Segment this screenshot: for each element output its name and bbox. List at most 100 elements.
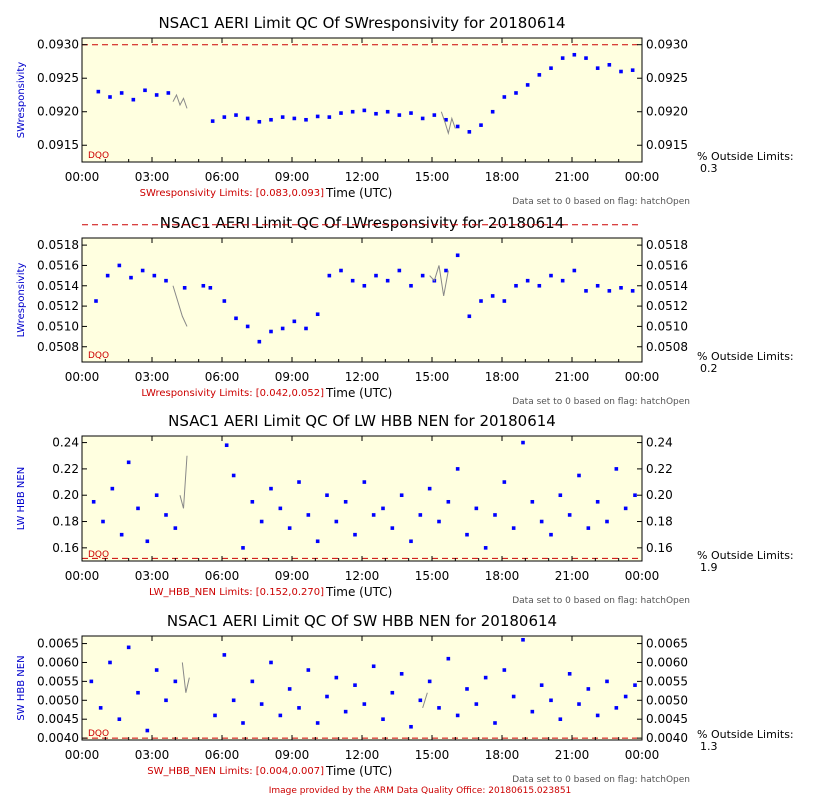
- data-point: [479, 123, 483, 127]
- x-tick-label: 21:00: [555, 569, 590, 583]
- data-point: [245, 324, 250, 329]
- data-point: [222, 115, 227, 119]
- data-point: [607, 63, 612, 67]
- pct-outside-value: 0.2: [700, 362, 718, 375]
- data-point: [437, 519, 441, 524]
- x-tick-label: 12:00: [345, 170, 380, 184]
- x-axis-label: Time (UTC): [325, 186, 392, 200]
- data-point: [362, 480, 367, 484]
- data-point: [152, 273, 157, 278]
- data-point: [511, 694, 516, 699]
- pct-outside-label: % Outside Limits:: [697, 549, 794, 562]
- pct-outside-value: 1.9: [700, 561, 718, 574]
- data-point: [362, 108, 367, 113]
- data-point: [409, 283, 413, 288]
- plot-area: [81, 435, 643, 562]
- chart-panel-4: NSAC1 AERI Limit QC Of SW HBB NEN for 20…: [16, 612, 794, 785]
- data-point: [269, 486, 273, 491]
- y-axis-label: LWresponsivity: [16, 263, 27, 338]
- data-point: [231, 698, 236, 703]
- y-tick-label-right: 0.0915: [646, 138, 688, 152]
- data-point: [586, 526, 591, 530]
- dqo-label: DQO: [88, 729, 109, 739]
- data-point: [446, 656, 451, 661]
- x-tick-label: 09:00: [275, 370, 310, 384]
- data-point: [549, 532, 553, 537]
- data-point: [96, 89, 101, 94]
- flag-note: Data set to 0 based on flag: hatchOpen: [512, 397, 690, 407]
- data-point: [143, 88, 147, 93]
- data-point: [110, 486, 115, 491]
- data-point: [350, 278, 355, 283]
- data-point: [164, 513, 168, 517]
- data-point: [339, 111, 343, 115]
- data-point: [105, 273, 110, 278]
- data-point: [119, 91, 124, 95]
- x-tick-label: 09:00: [275, 170, 310, 184]
- data-point: [397, 268, 402, 273]
- y-tick-label-right: 0.0065: [646, 637, 688, 651]
- data-point: [560, 278, 565, 283]
- data-point: [353, 683, 357, 687]
- data-point: [129, 275, 133, 280]
- data-point: [399, 493, 404, 498]
- data-point: [409, 111, 413, 115]
- flag-note: Data set to 0 based on flag: hatchOpen: [512, 197, 690, 207]
- x-tick-label: 06:00: [205, 569, 240, 583]
- data-point: [525, 278, 530, 283]
- y-tick-label-right: 0.20: [646, 488, 673, 502]
- y-tick-label: 0.0915: [37, 138, 79, 152]
- data-point: [502, 95, 507, 99]
- x-tick-label: 06:00: [205, 370, 240, 384]
- x-axis-label: Time (UTC): [325, 386, 392, 400]
- y-tick-label-right: 0.0060: [646, 655, 688, 669]
- data-point: [108, 660, 112, 665]
- data-point: [119, 532, 124, 537]
- flagged-line: [179, 455, 188, 509]
- data-point: [297, 706, 301, 710]
- data-point: [250, 679, 255, 684]
- y-tick-label-right: 0.0920: [646, 105, 688, 119]
- data-point: [154, 668, 159, 672]
- data-point: [432, 113, 437, 117]
- x-tick-label: 03:00: [135, 569, 170, 583]
- data-point: [269, 117, 273, 122]
- pct-outside-label: % Outside Limits:: [697, 728, 794, 741]
- x-tick-label: 00:00: [65, 370, 100, 384]
- data-point: [325, 694, 329, 699]
- data-point: [595, 283, 600, 288]
- data-point: [465, 532, 469, 537]
- data-point: [173, 679, 178, 684]
- data-point: [126, 460, 131, 465]
- pct-outside-label: % Outside Limits:: [697, 150, 794, 163]
- data-point: [483, 546, 488, 550]
- x-tick-label: 00:00: [65, 569, 100, 583]
- data-point: [521, 637, 525, 642]
- chart-title: NSAC1 AERI Limit QC Of LWresponsivity fo…: [160, 214, 565, 232]
- data-point: [231, 473, 236, 478]
- data-point: [437, 706, 441, 710]
- y-tick-label-right: 0.16: [646, 541, 673, 555]
- data-point: [490, 109, 495, 114]
- data-point: [539, 683, 544, 687]
- y-tick-label: 0.24: [52, 436, 79, 450]
- data-point: [325, 493, 329, 498]
- data-point: [101, 519, 105, 524]
- data-point: [164, 278, 168, 283]
- data-point: [455, 713, 460, 718]
- data-point: [409, 724, 413, 729]
- flagged-line: [422, 692, 428, 709]
- data-point: [467, 314, 472, 319]
- x-axis-label: Time (UTC): [325, 764, 392, 778]
- data-point: [166, 91, 171, 95]
- pct-outside-value: 1.3: [700, 740, 718, 753]
- pct-outside-value: 0.3: [700, 162, 718, 175]
- x-tick-label: 15:00: [415, 370, 450, 384]
- data-point: [91, 499, 96, 504]
- y-tick-label: 0.0508: [37, 340, 79, 354]
- flag-note: Data set to 0 based on flag: hatchOpen: [512, 596, 690, 606]
- data-point: [374, 273, 378, 278]
- data-point: [385, 278, 390, 283]
- pct-outside-label: % Outside Limits:: [697, 350, 794, 363]
